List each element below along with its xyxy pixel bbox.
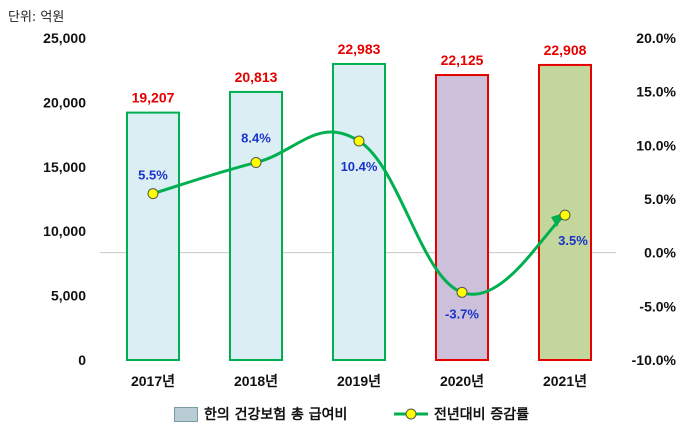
bar-value-label: 22,125 xyxy=(441,52,484,68)
bar-value-label: 22,983 xyxy=(338,41,381,57)
line-value-label: 3.5% xyxy=(558,233,588,248)
line-value-label: 10.4% xyxy=(341,159,378,174)
category-label: 2018년 xyxy=(234,373,278,389)
y-right-tick: -10.0% xyxy=(632,352,677,368)
legend-line-swatch xyxy=(394,408,428,420)
bar xyxy=(126,111,180,361)
bar xyxy=(435,74,489,361)
line-value-label: -3.7% xyxy=(445,306,479,321)
y-left-tick: 5,000 xyxy=(51,288,86,304)
y-right-tick: 10.0% xyxy=(636,137,676,153)
y-right-tick: 20.0% xyxy=(636,30,676,46)
unit-label: 단위: 억원 xyxy=(8,10,65,25)
y-right-tick: -5.0% xyxy=(639,298,676,314)
category-label: 2017년 xyxy=(131,373,175,389)
line-marker xyxy=(147,188,159,200)
category-label: 2020년 xyxy=(440,373,484,389)
line-marker xyxy=(559,209,571,221)
y-left-tick: 20,000 xyxy=(43,94,86,110)
category-label: 2019년 xyxy=(337,373,381,389)
rate-line xyxy=(152,130,566,296)
bar xyxy=(332,62,386,361)
legend-line-label: 전년대비 증감률 xyxy=(434,407,530,423)
y-left-tick: 15,000 xyxy=(43,159,86,175)
bar-value-label: 20,813 xyxy=(235,69,278,85)
legend-bar-label: 한의 건강보험 총 급여비 xyxy=(204,407,348,423)
bar-value-label: 22,908 xyxy=(544,42,587,58)
legend-item-line: 전년대비 증감률 xyxy=(394,404,529,424)
bar-value-label: 19,207 xyxy=(132,90,175,106)
bar xyxy=(229,90,283,361)
y-right-tick: 5.0% xyxy=(644,191,676,207)
y-left-tick: 0 xyxy=(78,352,86,368)
line-value-label: 8.4% xyxy=(241,131,271,146)
line-marker xyxy=(353,135,365,147)
legend-bar-swatch xyxy=(174,406,198,422)
legend: 한의 건강보험 총 급여비 전년대비 증감률 xyxy=(0,404,688,426)
line-marker xyxy=(250,157,262,169)
y-left-tick: 25,000 xyxy=(43,30,86,46)
y-right-tick: 0.0% xyxy=(644,245,676,261)
line-value-label: 5.5% xyxy=(138,168,168,183)
y-left-tick: 10,000 xyxy=(43,223,86,239)
y-right-tick: 15.0% xyxy=(636,84,676,100)
legend-item-bars: 한의 건강보험 총 급여비 xyxy=(174,404,347,424)
line-marker xyxy=(456,286,468,298)
category-label: 2021년 xyxy=(543,373,587,389)
